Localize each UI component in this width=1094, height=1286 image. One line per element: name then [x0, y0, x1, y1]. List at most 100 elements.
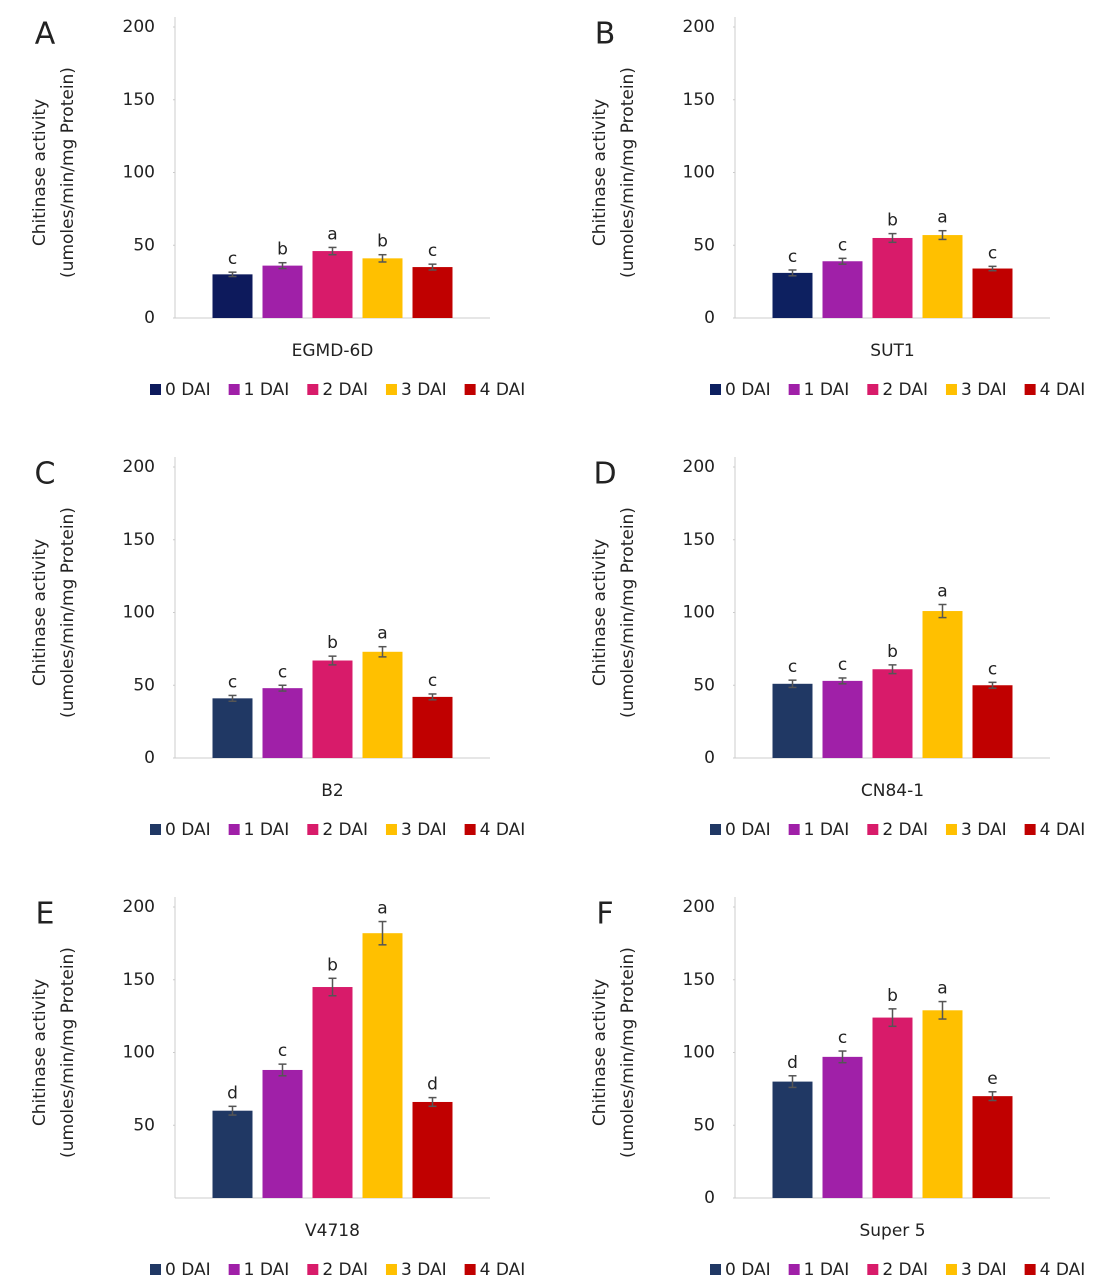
legend-label: 4 DAI	[480, 380, 526, 400]
y-axis-label: (umoles/min/mg Protein)	[58, 67, 78, 278]
significance-letter: a	[327, 224, 337, 244]
x-axis-label: EGMD-6D	[292, 341, 374, 361]
bar	[873, 1018, 913, 1198]
x-axis-label: B2	[321, 781, 343, 801]
y-tick-label: 150	[683, 970, 715, 990]
y-axis-label: (umoles/min/mg Protein)	[58, 947, 78, 1158]
bar	[363, 258, 403, 318]
legend-label: 4 DAI	[480, 1260, 526, 1280]
y-tick-label: 0	[144, 748, 155, 768]
legend-label: 2 DAI	[322, 820, 368, 840]
significance-letter: c	[988, 243, 997, 263]
legend-swatch	[307, 1264, 318, 1275]
legend-label: 4 DAI	[480, 820, 526, 840]
significance-letter: a	[937, 208, 947, 228]
significance-letter: b	[327, 955, 338, 975]
y-tick-label: 50	[693, 1115, 715, 1135]
y-axis-label: Chitinase activity	[30, 539, 50, 686]
legend-swatch	[1025, 1264, 1036, 1275]
legend-swatch	[946, 384, 957, 395]
bar	[363, 652, 403, 758]
legend-swatch	[465, 824, 476, 835]
legend-label: 3 DAI	[961, 820, 1007, 840]
y-axis-label: (umoles/min/mg Protein)	[618, 947, 638, 1158]
y-axis-label: Chitinase activity	[590, 539, 610, 686]
y-tick-label: 0	[704, 748, 715, 768]
legend-swatch	[710, 1264, 721, 1275]
legend-label: 0 DAI	[725, 820, 771, 840]
significance-letter: a	[937, 581, 947, 601]
y-tick-label: 0	[704, 308, 715, 328]
legend-swatch	[229, 824, 240, 835]
y-tick-label: 200	[683, 17, 715, 37]
significance-letter: b	[327, 633, 338, 653]
legend-label: 1 DAI	[244, 380, 290, 400]
legend-label: 2 DAI	[882, 1260, 928, 1280]
legend-label: 4 DAI	[1040, 820, 1086, 840]
significance-letter: c	[428, 671, 437, 691]
legend-swatch	[465, 1264, 476, 1275]
y-tick-label: 200	[123, 17, 155, 37]
significance-letter: d	[787, 1053, 798, 1073]
legend-swatch	[229, 384, 240, 395]
y-tick-label: 150	[123, 530, 155, 550]
y-tick-label: 150	[683, 90, 715, 110]
panel-label: E	[36, 897, 55, 932]
y-tick-label: 50	[133, 1115, 155, 1135]
bar	[213, 274, 253, 318]
legend-label: 4 DAI	[1040, 380, 1086, 400]
legend-label: 0 DAI	[165, 820, 211, 840]
legend-swatch	[710, 824, 721, 835]
y-axis-label: Chitinase activity	[30, 979, 50, 1126]
significance-letter: c	[788, 247, 797, 267]
significance-letter: b	[887, 211, 898, 231]
bar	[973, 685, 1013, 758]
significance-letter: b	[377, 232, 388, 252]
y-axis-label: (umoles/min/mg Protein)	[58, 507, 78, 718]
bar	[263, 266, 303, 318]
y-tick-label: 100	[683, 163, 715, 183]
significance-letter: a	[377, 624, 387, 644]
significance-letter: c	[838, 655, 847, 675]
legend-label: 1 DAI	[244, 1260, 290, 1280]
bar	[973, 1096, 1013, 1198]
significance-letter: a	[937, 979, 947, 999]
bar	[823, 261, 863, 318]
legend-label: 0 DAI	[165, 1260, 211, 1280]
legend-label: 1 DAI	[804, 1260, 850, 1280]
legend-swatch	[150, 1264, 161, 1275]
x-axis-label: V4718	[305, 1221, 360, 1241]
y-tick-label: 200	[123, 457, 155, 477]
significance-letter: c	[278, 1041, 287, 1061]
y-axis-label: Chitinase activity	[30, 99, 50, 246]
significance-letter: c	[838, 235, 847, 255]
legend-label: 4 DAI	[1040, 1260, 1086, 1280]
legend-swatch	[789, 1264, 800, 1275]
significance-letter: c	[228, 249, 237, 269]
y-tick-label: 200	[683, 457, 715, 477]
significance-letter: c	[278, 662, 287, 682]
significance-letter: c	[988, 659, 997, 679]
legend-label: 1 DAI	[804, 380, 850, 400]
legend-swatch	[150, 824, 161, 835]
y-tick-label: 50	[693, 675, 715, 695]
bar	[923, 235, 963, 318]
figure: AChitinase activity(umoles/min/mg Protei…	[0, 0, 1094, 1286]
significance-letter: c	[228, 672, 237, 692]
bar	[773, 273, 813, 318]
legend-label: 0 DAI	[725, 380, 771, 400]
bar	[773, 1082, 813, 1198]
y-axis-label: (umoles/min/mg Protein)	[618, 67, 638, 278]
legend-swatch	[710, 384, 721, 395]
panel-label: C	[35, 457, 56, 492]
legend-label: 0 DAI	[725, 1260, 771, 1280]
y-tick-label: 200	[683, 897, 715, 917]
x-axis-label: Super 5	[859, 1221, 925, 1241]
x-axis-label: SUT1	[870, 341, 914, 361]
legend-label: 2 DAI	[882, 820, 928, 840]
bar	[313, 661, 353, 758]
legend-swatch	[386, 1264, 397, 1275]
y-tick-label: 150	[123, 90, 155, 110]
legend-swatch	[1025, 824, 1036, 835]
significance-letter: b	[277, 240, 288, 260]
